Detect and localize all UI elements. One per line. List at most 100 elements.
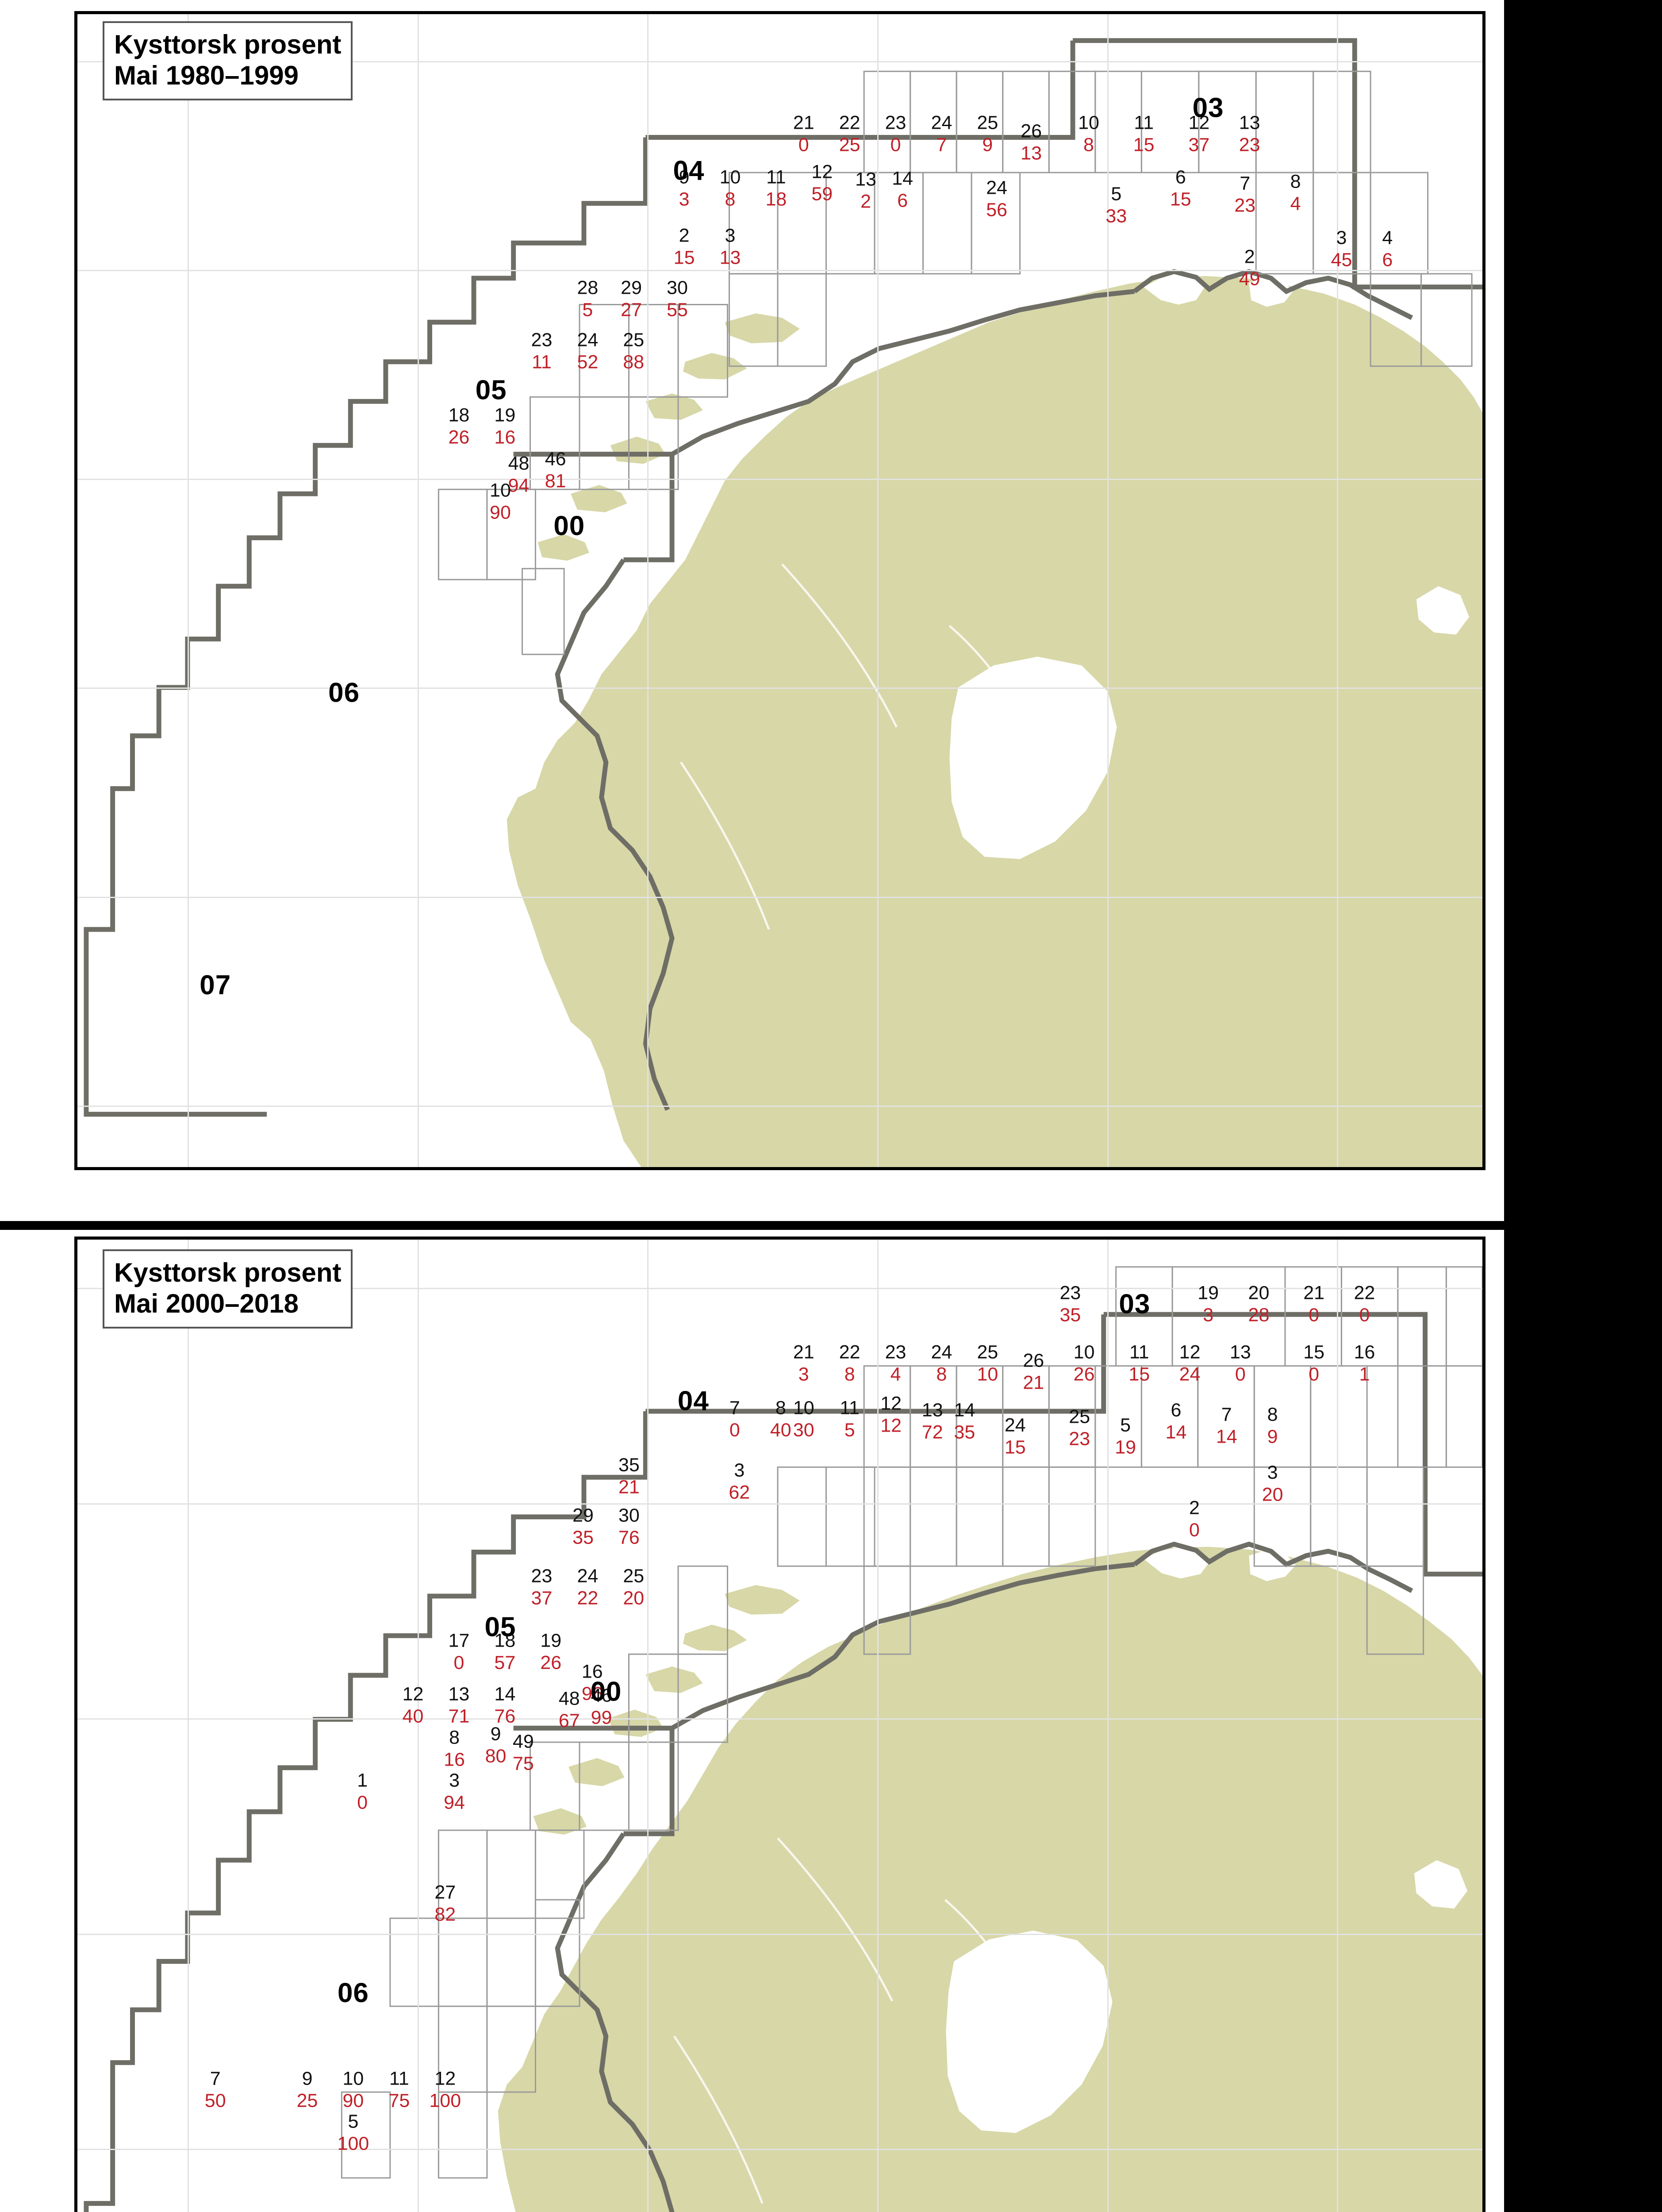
sample-count: 12	[811, 161, 833, 183]
grid-cell-value: 7 23	[1234, 174, 1255, 215]
latitude-gridline	[77, 1105, 1482, 1107]
sample-count: 6	[1175, 166, 1186, 188]
coastal-cod-percent: 8	[725, 188, 736, 210]
panel-title-bottom: Kysttorsk prosent Mai 2000–2018	[103, 1249, 353, 1329]
coastal-cod-percent: 62	[729, 1482, 750, 1503]
sample-count: 18	[494, 1630, 516, 1651]
grid-cell-value: 24 7	[931, 113, 952, 155]
grid-cell-value: 28 5	[577, 277, 599, 321]
sample-count: 24	[1004, 1414, 1026, 1436]
sample-count: 28	[577, 277, 599, 299]
coastal-cod-percent: 25	[296, 2090, 318, 2112]
coastal-cod-percent: 90	[490, 502, 511, 523]
sample-count: 13	[1229, 1341, 1251, 1363]
sample-count: 27	[434, 1882, 456, 1903]
grid-cell-value: 21 0	[1303, 1283, 1324, 1325]
statistical-area-label: 04	[677, 1386, 709, 1417]
cell-grid-rects	[438, 70, 1473, 655]
coastal-cod-percent: 9	[1267, 1426, 1278, 1448]
latitude-tick	[74, 1502, 77, 1505]
statistical-area-label: 00	[590, 1676, 622, 1707]
sample-count: 23	[1059, 1282, 1081, 1304]
coastal-cod-percent: 0	[729, 1419, 740, 1441]
grid-cell-value: 11 15	[1133, 112, 1155, 155]
grid-cell-value: 10 26	[1074, 1343, 1095, 1384]
coastal-cod-percent: 35	[954, 1421, 975, 1443]
sample-count: 3	[725, 225, 736, 246]
coastal-cod-percent: 5	[844, 1419, 855, 1441]
sample-count: 16	[1354, 1341, 1375, 1363]
sample-count: 49	[512, 1731, 534, 1752]
grid-cell-value: 12 40	[403, 1685, 424, 1726]
statistical-area-label: 03	[1192, 92, 1224, 123]
cell-grid-rects	[341, 1266, 1482, 2179]
sample-count: 15	[1303, 1341, 1325, 1363]
longitude-gridline	[647, 1240, 649, 2212]
grid-cell-value: 14 76	[494, 1685, 515, 1726]
coastal-cod-percent: 8	[844, 1363, 855, 1385]
coastal-cod-percent: 90	[342, 2090, 364, 2112]
sample-count: 18	[448, 404, 470, 426]
grid-cell-value: 14 35	[954, 1401, 975, 1442]
statistical-area-label: 06	[328, 677, 360, 708]
grid-cell-value: 10 8	[720, 168, 741, 209]
coastal-cod-percent: 13	[719, 247, 741, 269]
coastal-cod-percent: 5	[582, 299, 593, 321]
coastal-cod-percent: 67	[558, 1710, 580, 1732]
coastal-cod-percent: 33	[1105, 205, 1127, 227]
coastal-cod-percent: 75	[512, 1753, 534, 1774]
coastal-cod-percent: 26	[540, 1652, 562, 1674]
map-panel-2000-2018: 72°N70°N68°N66°N64°N62°N5°E10°E15°E20°E2…	[0, 1230, 1504, 2212]
grid-cell-value: 29 27	[621, 278, 642, 321]
longitude-tick	[417, 1167, 419, 1170]
sample-count: 23	[531, 1565, 553, 1587]
sample-count: 7	[729, 1397, 740, 1419]
grid-cell-value: 16 96	[582, 1662, 603, 1704]
grid-cell-value: 20 28	[1248, 1283, 1270, 1325]
sample-count: 10	[342, 2068, 364, 2089]
coastal-cod-percent: 40	[402, 1705, 424, 1727]
coastal-cod-percent: 10	[977, 1363, 998, 1385]
sample-count: 1	[357, 1770, 368, 1791]
latitude-tick	[74, 1287, 77, 1289]
statistical-area-label: 04	[673, 155, 705, 186]
latitude-gridline	[77, 479, 1482, 480]
sample-count: 46	[591, 1685, 612, 1706]
coastal-cod-percent: 20	[1262, 1484, 1283, 1505]
coastal-cod-percent: 76	[618, 1527, 640, 1548]
coastal-cod-percent: 25	[839, 134, 860, 156]
grid-cell-value: 25 10	[977, 1343, 998, 1384]
grid-cell-value: 19 3	[1198, 1283, 1219, 1325]
coastal-cod-percent: 27	[621, 299, 642, 321]
grid-cell-value: 22 0	[1354, 1283, 1375, 1325]
panel-title-line2: Mai 1980–1999	[114, 60, 299, 90]
grid-cell-value: 25 20	[623, 1567, 644, 1608]
sample-count: 11	[1134, 112, 1154, 134]
coastal-cod-percent: 23	[1234, 195, 1256, 216]
longitude-gridline	[877, 1240, 879, 2212]
sample-count: 25	[1069, 1406, 1090, 1428]
grid-cell-value: 24 22	[577, 1567, 598, 1608]
grid-cell-value: 25 23	[1069, 1407, 1090, 1448]
grid-cell-value: 8 40	[770, 1398, 791, 1440]
sample-count: 30	[618, 1505, 640, 1526]
grid-cell-value: 21 0	[793, 113, 814, 155]
statistical-area-boundary	[84, 1312, 1482, 2212]
sample-count: 24	[986, 177, 1008, 199]
coastal-cod-percent: 72	[921, 1421, 943, 1443]
grid-cell-value: 48 94	[508, 454, 530, 495]
longitude-gridline	[1107, 14, 1109, 1167]
coastal-cod-percent: 0	[357, 1792, 368, 1813]
grid-cell-value: 22 8	[839, 1343, 860, 1384]
sample-count: 5	[348, 2111, 359, 2132]
coastal-cod-percent: 11	[532, 351, 552, 373]
grid-cell-value: 8 16	[444, 1728, 465, 1769]
grid-cell-value: 3 13	[719, 225, 741, 269]
grid-cell-value: 10 8	[1078, 113, 1099, 155]
sample-count: 19	[1198, 1282, 1219, 1304]
grid-cell-value: 3 45	[1331, 228, 1352, 270]
sample-count: 11	[766, 166, 786, 188]
